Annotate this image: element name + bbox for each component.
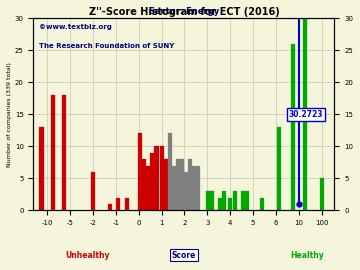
Text: ©www.textbiz.org: ©www.textbiz.org [40, 24, 112, 30]
Bar [222, 191, 226, 210]
Bar [147, 166, 150, 210]
Bar [108, 204, 112, 210]
Bar [150, 153, 154, 210]
Text: The Research Foundation of SUNY: The Research Foundation of SUNY [40, 43, 175, 49]
Bar [233, 191, 237, 210]
Bar [138, 133, 142, 210]
Bar [218, 198, 222, 210]
Bar [172, 166, 176, 210]
Bar [245, 191, 249, 210]
Text: 30.2723: 30.2723 [289, 110, 323, 119]
Bar [51, 95, 55, 210]
Bar [291, 44, 295, 210]
Bar [277, 127, 282, 210]
Bar [116, 198, 120, 210]
Title: Z''-Score Histogram for ECT (2016): Z''-Score Histogram for ECT (2016) [89, 7, 279, 17]
Bar [206, 191, 211, 210]
Bar [168, 133, 172, 210]
Bar [176, 159, 180, 210]
Bar [154, 146, 159, 210]
Bar [228, 198, 232, 210]
Bar [164, 159, 168, 210]
Bar [91, 172, 95, 210]
Bar [62, 95, 66, 210]
Bar [159, 146, 164, 210]
Bar [260, 198, 264, 210]
Text: Healthy: Healthy [291, 251, 324, 260]
Bar [320, 178, 324, 210]
Bar [210, 191, 215, 210]
Bar [39, 127, 44, 210]
Bar [184, 172, 188, 210]
Bar [302, 18, 307, 210]
Bar [125, 198, 129, 210]
Text: Sector: Energy: Sector: Energy [149, 7, 219, 16]
Bar [142, 159, 147, 210]
Bar [192, 166, 196, 210]
Bar [241, 191, 245, 210]
Y-axis label: Number of companies (339 total): Number of companies (339 total) [7, 62, 12, 167]
Text: Score: Score [172, 251, 196, 260]
Text: Unhealthy: Unhealthy [66, 251, 110, 260]
Bar [188, 159, 192, 210]
Bar [196, 166, 200, 210]
Bar [180, 159, 184, 210]
